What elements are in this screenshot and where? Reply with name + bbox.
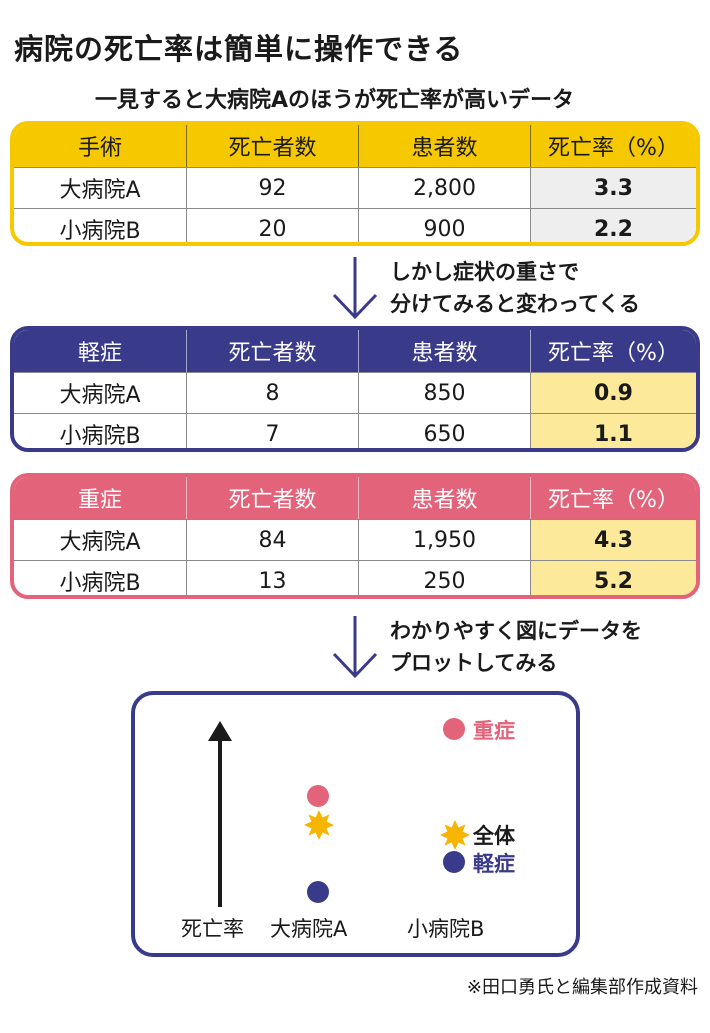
header-cell: 死亡者数 xyxy=(186,477,358,519)
table-header-row: 軽症 死亡者数 患者数 死亡率（%） xyxy=(14,330,696,372)
page-title: 病院の死亡率は簡単に操作できる xyxy=(14,32,464,66)
table-row: 小病院B 13 250 5.2 xyxy=(14,560,696,596)
page-subtitle: 一見すると大病院Aのほうが死亡率が高いデータ xyxy=(95,88,575,113)
hospital-name-cell: 大病院A xyxy=(59,530,141,555)
mortality-rate-cell: 1.1 xyxy=(530,414,696,448)
table-row: 大病院A 84 1,950 4.3 xyxy=(14,519,696,560)
hospital-name-cell: 小病院B xyxy=(59,424,141,449)
header-cell: 死亡率（%） xyxy=(530,477,696,519)
legend-severe: 重症 xyxy=(473,719,515,743)
note-line: 分けてみると変わってくる xyxy=(390,292,640,316)
note-plot: わかりやすく図にデータを プロットしてみる xyxy=(390,615,642,679)
source-note: ※田口勇氏と編集部作成資料 xyxy=(466,977,698,998)
y-axis-label: 死亡率 xyxy=(181,917,244,941)
deaths-cell: 84 xyxy=(186,520,358,560)
patients-cell: 850 xyxy=(358,373,530,413)
header-cell: 軽症 xyxy=(77,341,122,366)
header-cell: 死亡率（%） xyxy=(530,125,696,167)
mortality-rate-cell: 3.3 xyxy=(530,168,696,208)
hospital-name-cell: 小病院B xyxy=(59,219,141,244)
patients-cell: 2,800 xyxy=(358,168,530,208)
header-cell: 患者数 xyxy=(358,330,530,372)
deaths-cell: 8 xyxy=(186,373,358,413)
overall-star-legend-icon xyxy=(440,820,470,850)
mortality-rate-cell: 5.2 xyxy=(530,561,696,595)
patients-cell: 250 xyxy=(358,561,530,595)
severe-table: 重症 死亡者数 患者数 死亡率（%） 大病院A 84 1,950 4.3 小病院… xyxy=(10,473,700,599)
mortality-rate-cell: 0.9 xyxy=(530,373,696,413)
header-cell: 患者数 xyxy=(358,125,530,167)
down-arrow-icon xyxy=(332,616,378,679)
mild-table: 軽症 死亡者数 患者数 死亡率（%） 大病院A 8 850 0.9 小病院B 7… xyxy=(10,326,700,452)
plot-panel: 重症 全体 軽症 死亡率 大病院A 小病院B xyxy=(131,691,580,957)
patients-cell: 650 xyxy=(358,414,530,448)
table-row: 大病院A 8 850 0.9 xyxy=(14,372,696,413)
header-cell: 重症 xyxy=(77,488,122,513)
table-row: 大病院A 92 2,800 3.3 xyxy=(14,167,696,208)
mild-dot-hospital-a xyxy=(307,881,329,903)
note-severity-split: しかし症状の重さで 分けてみると変わってくる xyxy=(390,256,640,320)
table-row: 小病院B 20 900 2.2 xyxy=(14,208,696,244)
hospital-name-cell: 大病院A xyxy=(59,178,141,203)
mild-dot-legend xyxy=(443,851,465,873)
mortality-rate-cell: 4.3 xyxy=(530,520,696,560)
overall-star-icon xyxy=(304,810,334,840)
note-line: わかりやすく図にデータを xyxy=(390,619,642,643)
severe-dot-hospital-a xyxy=(307,785,329,807)
y-axis-arrow-icon xyxy=(208,721,232,907)
overall-table: 手術 死亡者数 患者数 死亡率（%） 大病院A 92 2,800 3.3 小病院… xyxy=(10,121,700,246)
header-cell: 手術 xyxy=(77,136,122,161)
table-header-row: 手術 死亡者数 患者数 死亡率（%） xyxy=(14,125,696,167)
header-cell: 患者数 xyxy=(358,477,530,519)
deaths-cell: 13 xyxy=(186,561,358,595)
note-line: しかし症状の重さで xyxy=(390,260,579,284)
mortality-rate-cell: 2.2 xyxy=(530,209,696,242)
x-label-hospital-a: 大病院A xyxy=(270,917,348,941)
severe-dot-legend xyxy=(443,718,465,740)
deaths-cell: 92 xyxy=(186,168,358,208)
down-arrow-icon xyxy=(332,257,378,320)
deaths-cell: 20 xyxy=(186,209,358,242)
header-cell: 死亡率（%） xyxy=(530,330,696,372)
patients-cell: 1,950 xyxy=(358,520,530,560)
hospital-name-cell: 小病院B xyxy=(59,571,141,596)
legend-overall: 全体 xyxy=(473,824,515,848)
legend-mild: 軽症 xyxy=(473,852,515,876)
deaths-cell: 7 xyxy=(186,414,358,448)
header-cell: 死亡者数 xyxy=(186,125,358,167)
header-cell: 死亡者数 xyxy=(186,330,358,372)
table-row: 小病院B 7 650 1.1 xyxy=(14,413,696,449)
hospital-name-cell: 大病院A xyxy=(59,383,141,408)
x-label-hospital-b: 小病院B xyxy=(407,917,485,941)
table-header-row: 重症 死亡者数 患者数 死亡率（%） xyxy=(14,477,696,519)
patients-cell: 900 xyxy=(358,209,530,242)
note-line: プロットしてみる xyxy=(390,651,558,675)
